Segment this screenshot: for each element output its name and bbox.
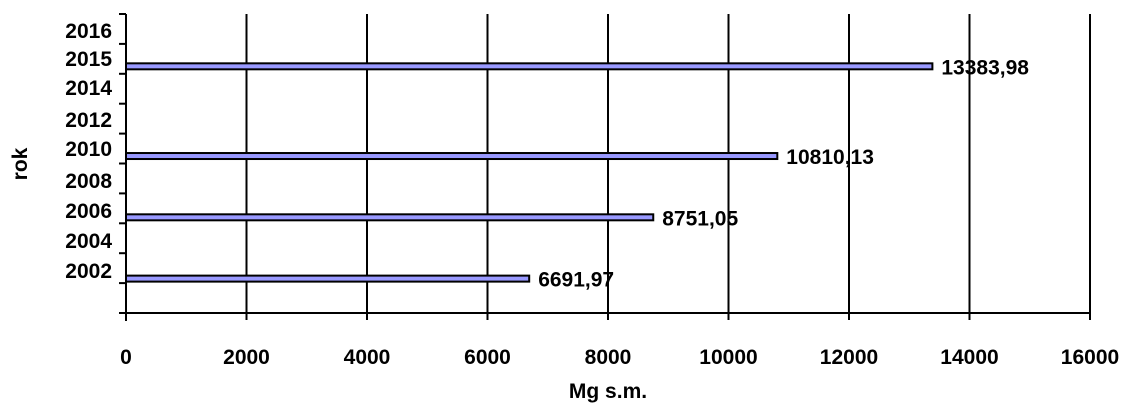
x-tick-label: 4000 — [344, 346, 391, 369]
y-tick-label: 2008 — [65, 170, 112, 193]
axes — [119, 13, 1091, 321]
x-tick-label: 8000 — [585, 346, 632, 369]
y-tick-label: 2015 — [65, 48, 112, 71]
data-label: 8751,05 — [662, 207, 738, 230]
bar — [125, 213, 655, 222]
y-tick-label: 2014 — [65, 77, 112, 100]
x-tick-label: 2000 — [223, 346, 270, 369]
data-label: 10810,13 — [786, 146, 874, 169]
y-tick-label: 2006 — [65, 200, 112, 223]
x-tick-label: 10000 — [699, 346, 757, 369]
y-tick-label: 2002 — [65, 260, 112, 283]
y-tick-labels: 2016 2015 2014 2012 2010 2008 2006 2004 2002 — [65, 20, 112, 283]
x-tick-label: 16000 — [1061, 346, 1119, 369]
y-axis-title: rok — [9, 147, 32, 180]
data-labels: 6691,97 8751,05 10810,13 13383,98 — [538, 56, 1029, 291]
bar — [125, 62, 934, 71]
bar — [125, 274, 531, 283]
x-tick-label: 6000 — [464, 346, 511, 369]
y-tick-label: 2012 — [65, 109, 112, 132]
y-tick-label: 2010 — [65, 138, 112, 161]
x-tick-labels: 0 2000 4000 6000 8000 10000 12000 14000 16000 — [120, 346, 1119, 369]
data-label: 13383,98 — [941, 56, 1029, 79]
y-tick-label: 2016 — [65, 20, 112, 43]
bar — [125, 152, 779, 161]
x-axis-title: Mg s.m. — [569, 380, 647, 403]
x-tick-label: 14000 — [940, 346, 998, 369]
y-tick-label: 2004 — [65, 230, 112, 253]
x-tick-label: 0 — [120, 346, 132, 369]
x-tick-label: 12000 — [820, 346, 878, 369]
data-label: 6691,97 — [538, 269, 614, 292]
